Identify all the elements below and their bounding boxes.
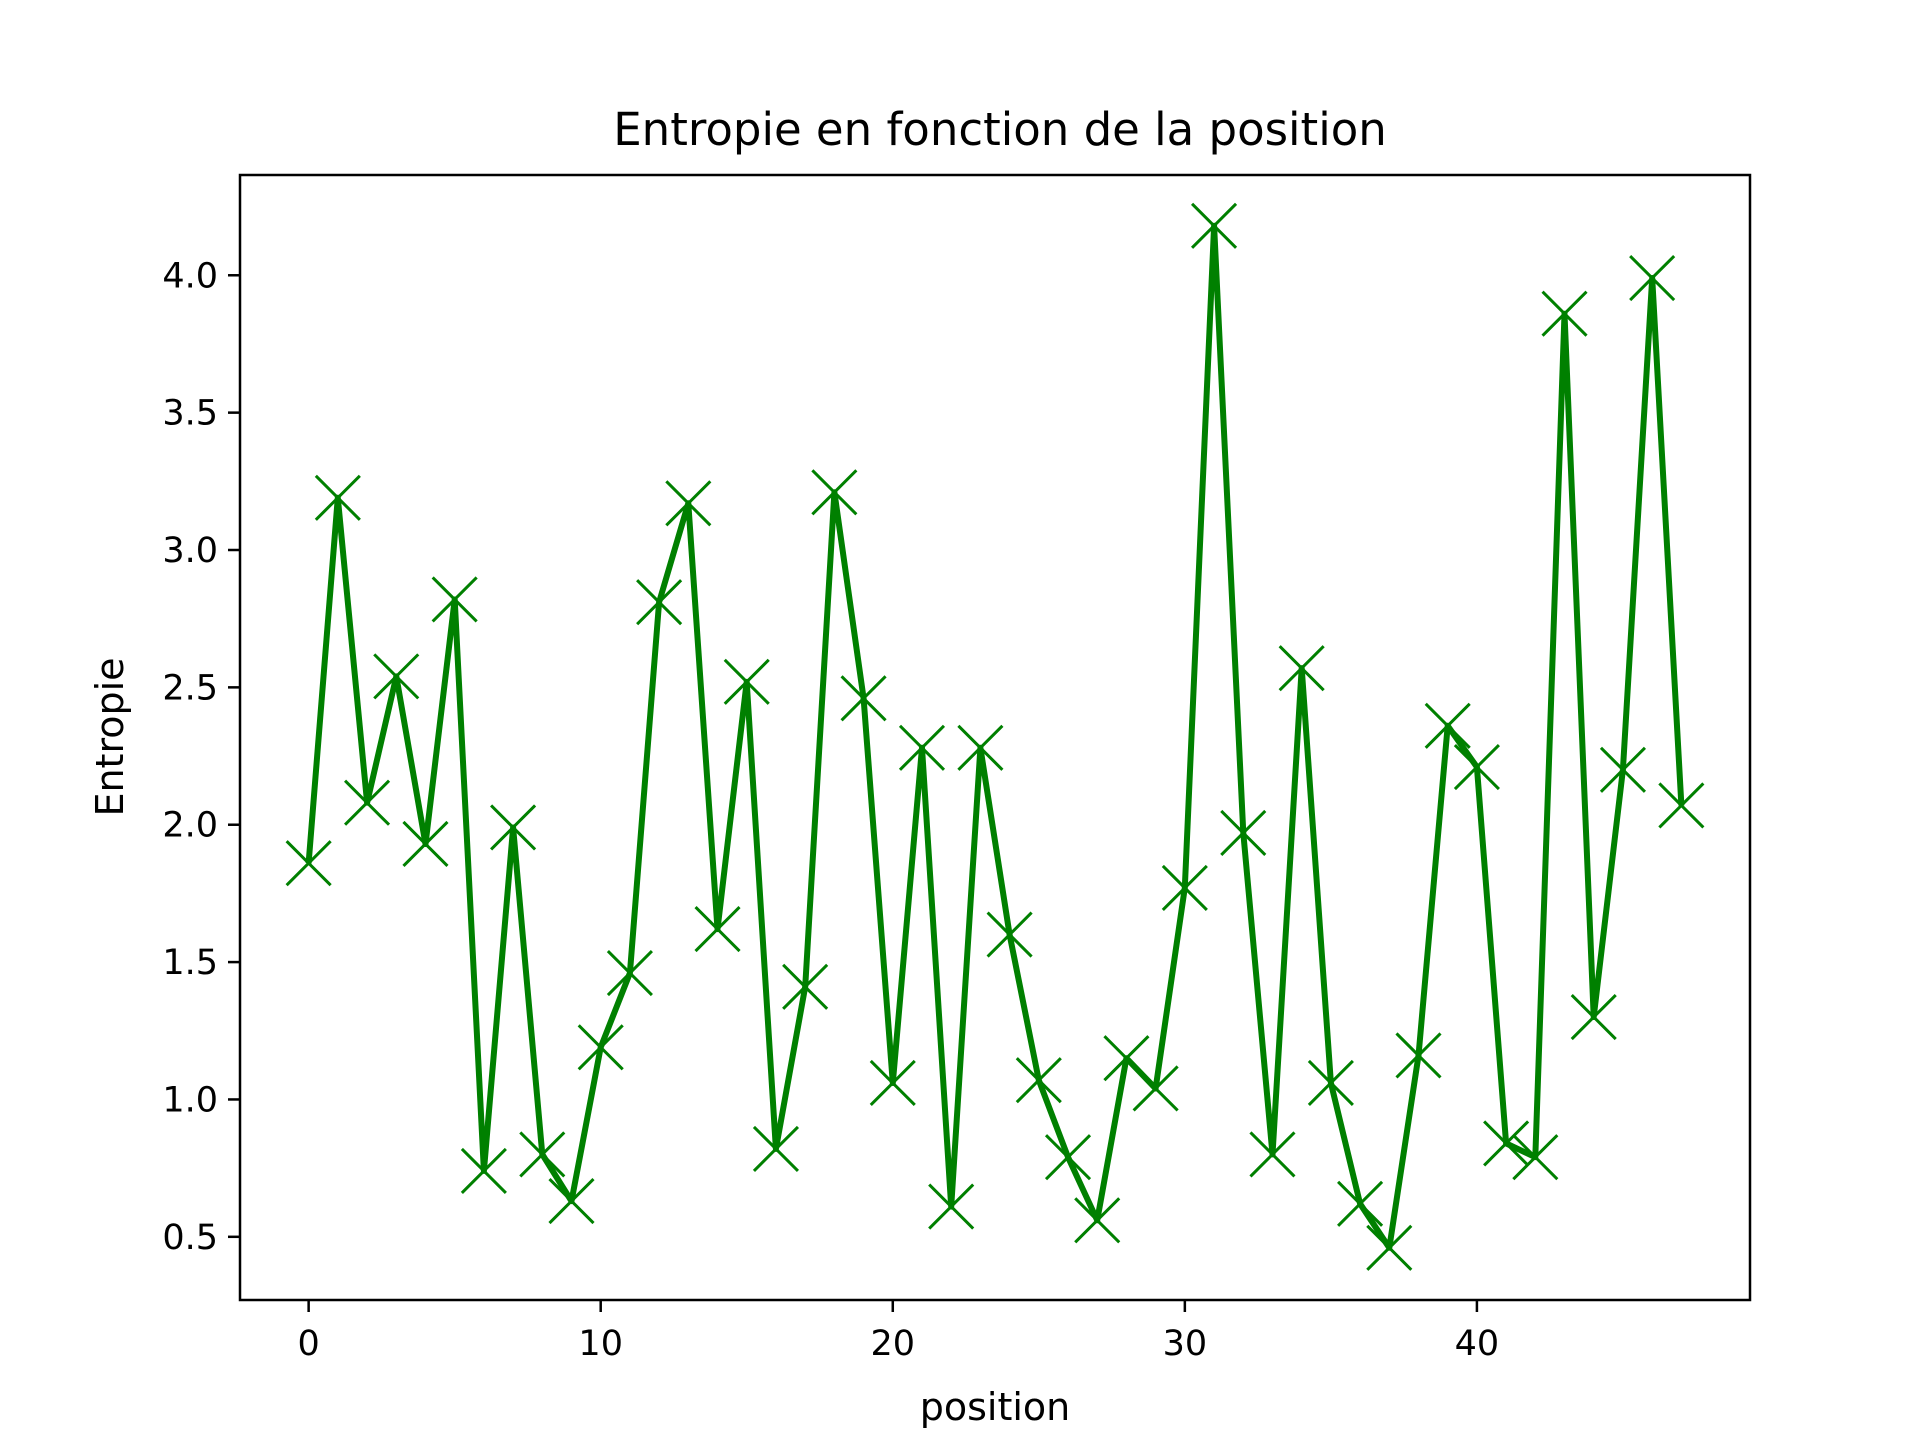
- data-point-marker: [548, 1178, 595, 1225]
- plot-area: [285, 202, 1705, 1271]
- x-tick-label: 40: [1455, 1324, 1500, 1364]
- data-point-marker: [519, 1131, 566, 1178]
- y-tick-label: 1.5: [162, 943, 218, 983]
- data-point-marker: [986, 911, 1033, 958]
- y-axis-label: Entropie: [88, 657, 132, 816]
- data-point-marker: [402, 820, 449, 868]
- y-tick-label: 3.0: [162, 531, 218, 571]
- data-point-marker: [1453, 743, 1500, 791]
- data-point-marker: [1570, 993, 1617, 1041]
- data-point-marker: [1541, 290, 1588, 337]
- data-point-marker: [840, 675, 887, 722]
- data-point-marker: [285, 840, 332, 887]
- data-point-marker: [1044, 1134, 1092, 1181]
- x-axis-label: position: [920, 1385, 1071, 1429]
- y-tick-label: 2.5: [162, 668, 218, 708]
- data-point-marker: [957, 724, 1004, 771]
- data-point-marker: [694, 906, 741, 953]
- plot-frame: [238, 173, 1752, 1302]
- data-point-marker: [1132, 1065, 1179, 1112]
- data-point-marker: [1074, 1197, 1121, 1244]
- data-point-marker: [1658, 782, 1705, 829]
- data-point-marker: [723, 658, 770, 705]
- data-point-marker: [1307, 1059, 1354, 1107]
- data-point-marker: [606, 950, 653, 997]
- data-point-marker: [1599, 746, 1647, 793]
- x-tick-label: 10: [578, 1324, 623, 1364]
- x-tick-label: 30: [1163, 1324, 1208, 1364]
- data-point-marker: [373, 653, 420, 700]
- y-tick-label: 2.0: [162, 806, 218, 846]
- data-point-marker: [1220, 809, 1267, 857]
- chart-title: Entropie en fonction de la position: [613, 103, 1387, 156]
- data-point-marker: [1395, 1032, 1442, 1079]
- data-point-marker: [1366, 1224, 1413, 1271]
- y-tick-label: 0.5: [162, 1218, 218, 1258]
- data-point-marker: [636, 579, 683, 626]
- data-point-marker: [869, 1059, 916, 1107]
- data-point-marker: [811, 469, 858, 516]
- y-tick-label: 4.0: [162, 256, 218, 296]
- data-point-marker: [431, 576, 478, 623]
- y-tick-label: 3.5: [162, 394, 218, 434]
- data-point-marker: [1161, 864, 1208, 911]
- data-point-marker: [1015, 1057, 1062, 1104]
- x-tick-label: 0: [297, 1324, 319, 1364]
- axes: 0 10 20 30 40 0.5 1.0 1.5 2.0 2.5 3.0 3.5 4.0: [162, 256, 1499, 1364]
- data-point-marker: [343, 779, 391, 826]
- data-point-marker: [782, 963, 829, 1010]
- data-point-marker: [577, 1024, 624, 1071]
- data-point-marker: [460, 1147, 507, 1194]
- data-point-marker: [1629, 254, 1676, 302]
- data-point-marker: [1190, 202, 1238, 249]
- data-point-marker: [752, 1125, 800, 1172]
- data-point-marker: [490, 804, 537, 851]
- data-point-marker: [1512, 1134, 1559, 1181]
- data-point-marker: [1483, 1120, 1530, 1167]
- data-point-marker: [1278, 645, 1325, 692]
- data-point-marker: [1337, 1180, 1384, 1227]
- data-point-marker: [665, 480, 712, 527]
- data-point-marker: [1424, 702, 1471, 749]
- data-point-marker: [898, 724, 946, 771]
- data-point-marker: [314, 474, 361, 521]
- data-point-marker: [1249, 1131, 1296, 1178]
- y-tick-label: 1.0: [162, 1080, 218, 1120]
- x-tick-label: 20: [871, 1324, 916, 1364]
- data-point-marker: [928, 1183, 975, 1230]
